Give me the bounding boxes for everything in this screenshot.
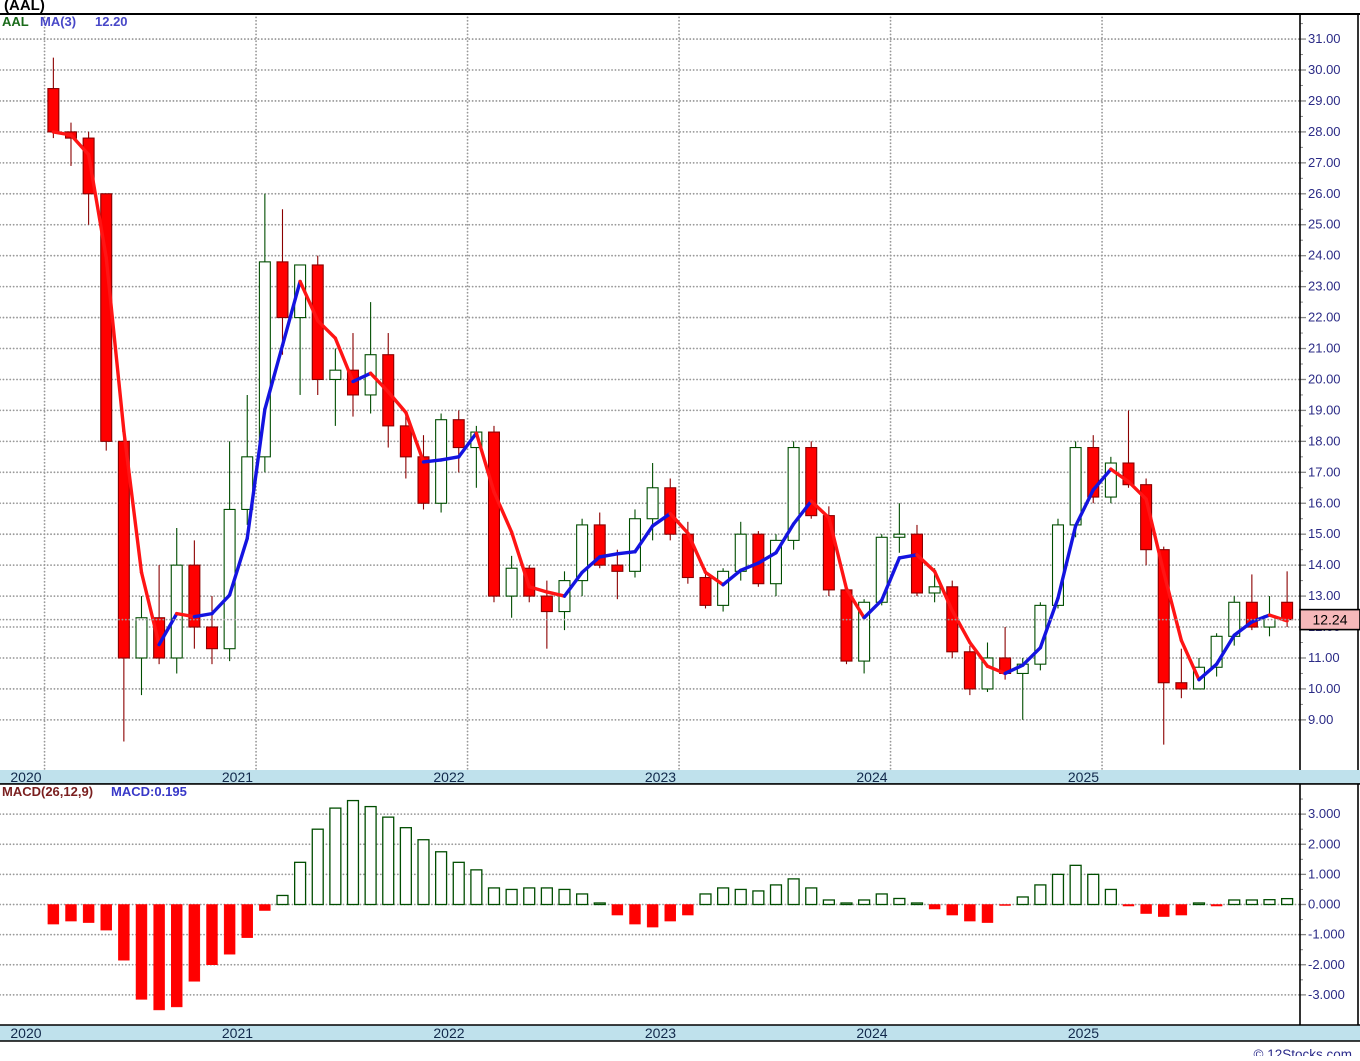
svg-text:2025: 2025 xyxy=(1068,1025,1099,1041)
svg-text:10.00: 10.00 xyxy=(1308,681,1341,696)
svg-text:28.00: 28.00 xyxy=(1308,124,1341,139)
svg-text:12.24: 12.24 xyxy=(1312,612,1347,628)
svg-text:2023: 2023 xyxy=(645,769,676,785)
svg-text:2020: 2020 xyxy=(10,769,41,785)
svg-text:MACD(26,12,9): MACD(26,12,9) xyxy=(2,784,93,799)
svg-text:14.00: 14.00 xyxy=(1308,557,1341,572)
svg-text:2021: 2021 xyxy=(222,769,253,785)
svg-text:30.00: 30.00 xyxy=(1308,62,1341,77)
svg-text:25.00: 25.00 xyxy=(1308,217,1341,232)
svg-text:31.00: 31.00 xyxy=(1308,31,1341,46)
svg-text:15.00: 15.00 xyxy=(1308,526,1341,541)
svg-text:MACD:0.195: MACD:0.195 xyxy=(111,784,187,799)
svg-text:2024: 2024 xyxy=(856,1025,887,1041)
svg-text:3.000: 3.000 xyxy=(1308,806,1341,821)
svg-text:2023: 2023 xyxy=(645,1025,676,1041)
svg-text:17.00: 17.00 xyxy=(1308,464,1341,479)
svg-text:11.00: 11.00 xyxy=(1308,650,1340,665)
svg-text:2020: 2020 xyxy=(10,1025,41,1041)
svg-text:18.00: 18.00 xyxy=(1308,433,1341,448)
svg-text:2.000: 2.000 xyxy=(1308,836,1341,851)
svg-text:19.00: 19.00 xyxy=(1308,402,1341,417)
svg-text:21.00: 21.00 xyxy=(1308,341,1341,356)
svg-text:16.00: 16.00 xyxy=(1308,495,1341,510)
svg-text:23.00: 23.00 xyxy=(1308,279,1341,294)
svg-text:-3.000: -3.000 xyxy=(1308,987,1345,1002)
svg-text:2022: 2022 xyxy=(433,769,464,785)
svg-text:0.000: 0.000 xyxy=(1308,897,1341,912)
svg-text:2024: 2024 xyxy=(856,769,887,785)
svg-text:24.00: 24.00 xyxy=(1308,248,1341,263)
svg-text:2025: 2025 xyxy=(1068,769,1099,785)
svg-text:MA(3): MA(3) xyxy=(40,14,76,29)
svg-text:9.00: 9.00 xyxy=(1308,712,1333,727)
svg-text:13.00: 13.00 xyxy=(1308,588,1341,603)
svg-text:27.00: 27.00 xyxy=(1308,155,1341,170)
svg-text:-1.000: -1.000 xyxy=(1308,927,1345,942)
svg-text:-2.000: -2.000 xyxy=(1308,957,1345,972)
svg-text:2022: 2022 xyxy=(433,1025,464,1041)
svg-text:29.00: 29.00 xyxy=(1308,93,1341,108)
svg-text:26.00: 26.00 xyxy=(1308,186,1341,201)
svg-text:(AAL): (AAL) xyxy=(4,0,45,14)
svg-text:2021: 2021 xyxy=(222,1025,253,1041)
svg-text:1.000: 1.000 xyxy=(1308,866,1341,881)
svg-text:22.00: 22.00 xyxy=(1308,310,1341,325)
svg-text:© 12Stocks.com: © 12Stocks.com xyxy=(1254,1047,1352,1056)
svg-text:20.00: 20.00 xyxy=(1308,371,1341,386)
svg-text:AAL: AAL xyxy=(2,14,29,29)
svg-text:12.20: 12.20 xyxy=(95,14,128,29)
